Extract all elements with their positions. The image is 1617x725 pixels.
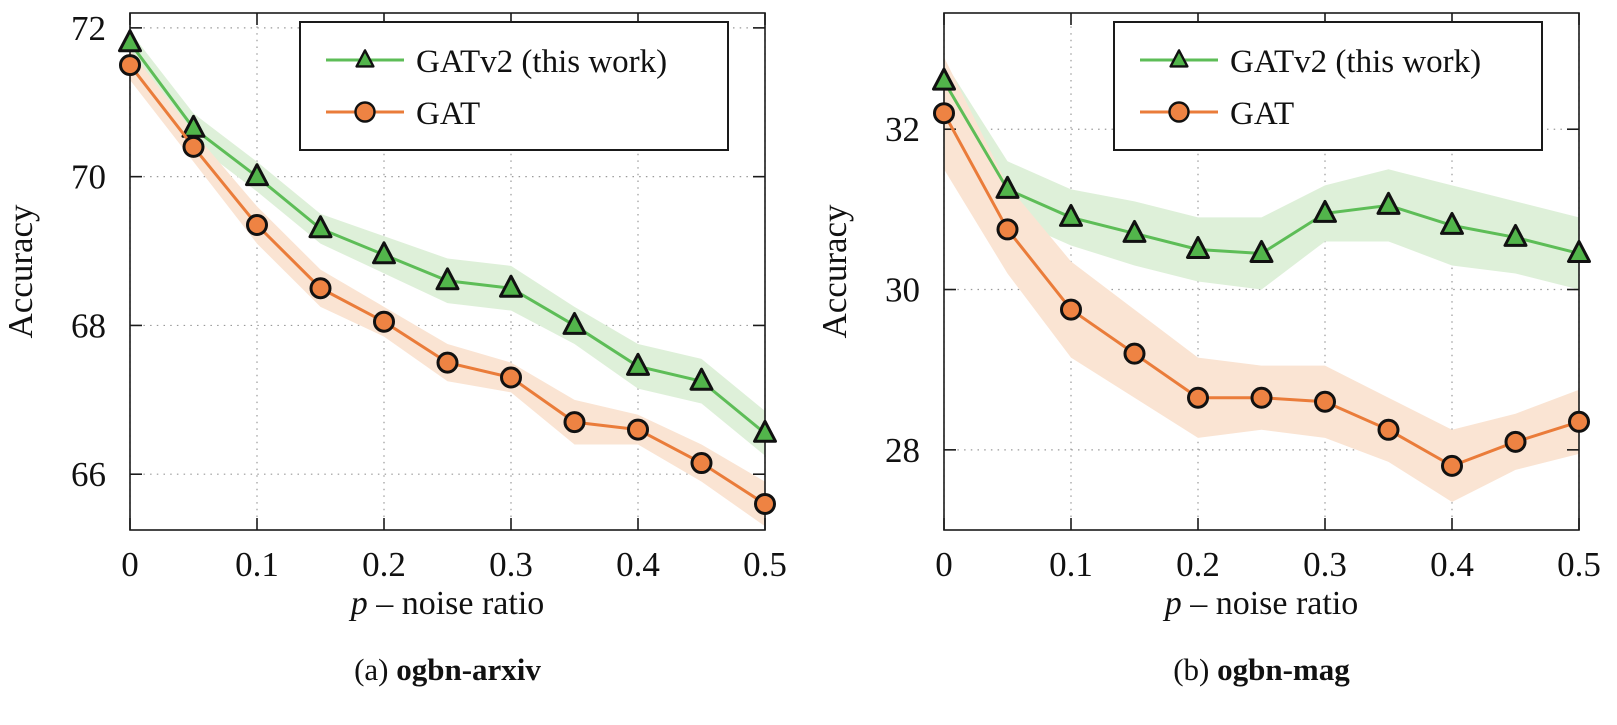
confidence-band-gat [130, 50, 765, 527]
x-axis-variable: p [1164, 585, 1182, 622]
legend: GATv2 (this work) GAT [299, 21, 729, 151]
y-tick-label: 70 [71, 158, 106, 197]
x-axis-label: p – noise ratio [130, 584, 765, 624]
x-axis-label-text: – noise ratio [376, 585, 545, 622]
legend-marker-gat [1168, 101, 1190, 123]
markers-gat [933, 102, 1590, 477]
legend: GATv2 (this work) GAT [1113, 21, 1543, 151]
legend-box [1113, 21, 1543, 151]
confidence-band-gat [944, 57, 1579, 502]
tick-labels: 0 0.1 0.2 0.3 0.4 0.5 66 68 70 72 [71, 9, 787, 580]
legend-label-gatv2: GATv2 (this work) [416, 44, 667, 80]
chart-ogbn-arxiv: 0 0.1 0.2 0.3 0.4 0.5 66 68 70 72 Accuracy GATv2 (t… [1, 9, 787, 580]
x-tick-label: 0 [935, 545, 953, 580]
x-tick-label: 0.4 [1430, 545, 1474, 580]
y-tick-label: 28 [885, 431, 920, 470]
y-tick-label: 32 [885, 110, 920, 149]
markers-gatv2 [932, 67, 1591, 263]
y-tick-label: 30 [885, 271, 920, 310]
x-tick-label: 0.5 [743, 545, 787, 580]
confidence-band-gatv2 [944, 61, 1579, 290]
tick-labels: 0 0.1 0.2 0.3 0.4 0.5 28 30 32 [885, 110, 1601, 580]
figure: 0 0.1 0.2 0.3 0.4 0.5 66 68 70 72 Accuracy GATv2 (t… [0, 2, 1614, 688]
y-axis-label: Accuracy [1, 204, 40, 339]
legend-box [299, 21, 729, 151]
panel-caption-a: (a) ogbn-arxiv [130, 652, 765, 688]
caption-dataset-name: ogbn-arxiv [396, 652, 541, 687]
x-axis-variable: p [350, 585, 368, 622]
caption-prefix: (a) [354, 652, 389, 687]
axes-frame [129, 12, 766, 531]
x-tick-label: 0.4 [616, 545, 660, 580]
y-axis-label: Accuracy [815, 204, 854, 339]
axes-frame [943, 12, 1580, 531]
caption-prefix: (b) [1173, 652, 1210, 687]
x-tick-label: 0.2 [362, 545, 406, 580]
panel-caption-b: (b) ogbn-mag [944, 652, 1579, 688]
x-tick-label: 0.3 [489, 545, 533, 580]
panel-ogbn-mag: 0 0.1 0.2 0.3 0.4 0.5 28 30 32 Accuracy GATv2 (thi… [814, 2, 1614, 688]
y-tick-label: 66 [71, 455, 106, 494]
x-tick-label: 0 [121, 545, 139, 580]
x-tick-label: 0.1 [235, 545, 279, 580]
chart-ogbn-mag: 0 0.1 0.2 0.3 0.4 0.5 28 30 32 Accuracy GATv2 (thi… [815, 12, 1601, 580]
legend-label-gatv2: GATv2 (this work) [1230, 44, 1481, 80]
x-tick-label: 0.2 [1176, 545, 1220, 580]
x-tick-label: 0.3 [1303, 545, 1347, 580]
markers-gat [119, 54, 776, 515]
legend-marker-gat [354, 101, 376, 123]
caption-dataset-name: ogbn-mag [1217, 652, 1350, 687]
y-tick-label: 68 [71, 306, 106, 345]
x-tick-label: 0.5 [1557, 545, 1601, 580]
legend-label-gat: GAT [416, 96, 480, 132]
x-axis-label-text: – noise ratio [1190, 585, 1359, 622]
x-tick-label: 0.1 [1049, 545, 1093, 580]
x-axis-label: p – noise ratio [944, 584, 1579, 624]
legend-label-gat: GAT [1230, 96, 1294, 132]
panel-ogbn-arxiv: 0 0.1 0.2 0.3 0.4 0.5 66 68 70 72 Accuracy GATv2 (t… [0, 2, 800, 688]
confidence-band-gatv2 [130, 31, 765, 456]
legend-marker-gatv2 [355, 49, 375, 68]
markers-gatv2 [118, 29, 777, 443]
legend-marker-gatv2 [1169, 49, 1189, 68]
y-tick-label: 72 [71, 9, 106, 48]
